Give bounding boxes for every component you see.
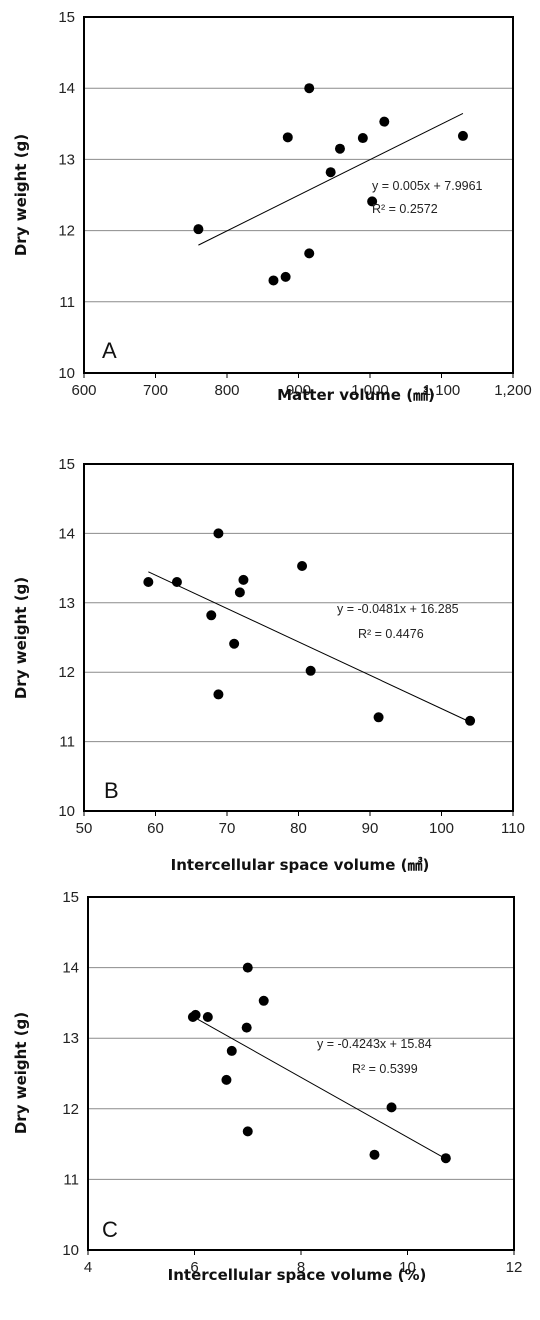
trendline-equation: y = 0.005x + 7.9961 [372,179,483,193]
y-tick-label: 14 [58,525,75,542]
data-point [334,143,345,154]
x-tick-label: 70 [219,820,236,837]
y-tick-label: 15 [62,889,79,906]
data-point [373,712,384,723]
panel-a: 10 11 12 13 14 15 600 700 800 900 1,000 1,100 1,200 y… [12,9,532,404]
data-point [282,132,293,143]
data-point [297,561,308,572]
y-tick-label: 12 [58,664,75,681]
x-tick-label: 90 [362,820,379,837]
y-tick-label: 12 [58,223,75,240]
y-tick-label: 14 [58,80,75,97]
data-point [206,610,217,621]
y-tick-label: 15 [58,9,75,26]
data-point [386,1102,397,1113]
data-point [190,1009,201,1020]
plot-frame [87,896,515,1251]
r-squared-label: R² = 0.4476 [358,627,424,641]
data-point [357,133,368,144]
data-point [202,1012,213,1023]
data-point [379,116,390,127]
data-point [305,665,316,676]
x-tick-label: 1,200 [494,382,532,399]
y-tick-label: 11 [59,734,75,751]
y-axis-title: Dry weight (g) [12,134,30,256]
data-point [325,167,336,178]
data-point [457,130,468,141]
x-axis-title: Intercellular space volume (%) [168,1266,427,1284]
panel-b: 10 11 12 13 14 15 50 60 70 80 90 100 110 y = -0.0481x… [12,456,525,874]
data-point [280,271,291,282]
data-point [268,275,279,286]
data-point [241,1022,252,1033]
y-tick-label: 14 [62,960,79,977]
y-tick-label: 11 [63,1171,79,1188]
x-tick-label: 10 [399,1259,416,1276]
panel-label: A [102,338,117,363]
data-point [226,1045,237,1056]
panel-c: 10 11 12 13 14 15 4 6 8 10 12 y = -0.4243x + 15.84 R… [12,889,522,1284]
y-tick-label: 11 [59,294,75,311]
data-point [238,574,249,585]
data-point [369,1149,380,1160]
x-tick-label: 8 [297,1259,305,1276]
trendline [148,571,471,723]
data-point [229,638,240,649]
trendline-equation: y = -0.0481x + 16.285 [337,602,459,616]
x-tick-label: 800 [214,382,239,399]
x-tick-label: 6 [190,1259,198,1276]
y-tick-label: 13 [58,151,75,168]
trendline [198,112,464,246]
y-tick-label: 10 [58,803,75,820]
x-axis-title: Matter volume (㎣) [277,386,435,404]
x-axis-title: Intercellular space volume (㎣) [171,856,430,874]
y-tick-label: 15 [58,456,75,473]
data-point [213,528,224,539]
y-axis-title: Dry weight (g) [12,1012,30,1134]
panel-label: C [102,1217,118,1242]
y-tick-label: 10 [58,365,75,382]
x-tick-label: 110 [501,820,525,837]
y-tick-label: 10 [62,1242,79,1259]
plot-frame [83,463,514,812]
x-tick-label: 60 [147,820,164,837]
x-tick-label: 600 [71,382,96,399]
data-point [171,576,182,587]
data-point [304,83,315,94]
x-tick-label: 1,100 [423,382,461,399]
x-tick-label: 1,000 [351,382,389,399]
trendline [192,1016,447,1160]
data-point [440,1153,451,1164]
x-tick-label: 900 [286,382,311,399]
data-point [304,248,315,259]
data-point [143,576,154,587]
data-point [221,1074,232,1085]
data-point [258,995,269,1006]
data-point [193,224,204,235]
data-point [234,587,245,598]
x-tick-label: 700 [143,382,168,399]
data-point [213,689,224,700]
y-tick-label: 13 [62,1030,79,1047]
panel-label: B [104,778,119,803]
x-tick-label: 50 [76,820,93,837]
r-squared-label: R² = 0.2572 [372,202,438,216]
data-point [242,1126,253,1137]
data-point [242,962,253,973]
y-axis-title: Dry weight (g) [12,577,30,699]
trendline-equation: y = -0.4243x + 15.84 [317,1037,432,1051]
y-tick-label: 13 [58,595,75,612]
data-point [367,196,378,207]
x-tick-label: 4 [84,1259,92,1276]
r-squared-label: R² = 0.5399 [352,1062,418,1076]
y-tick-label: 12 [62,1101,79,1118]
x-tick-label: 100 [429,820,454,837]
x-tick-label: 12 [506,1259,523,1276]
data-point [465,715,476,726]
x-tick-label: 80 [290,820,307,837]
